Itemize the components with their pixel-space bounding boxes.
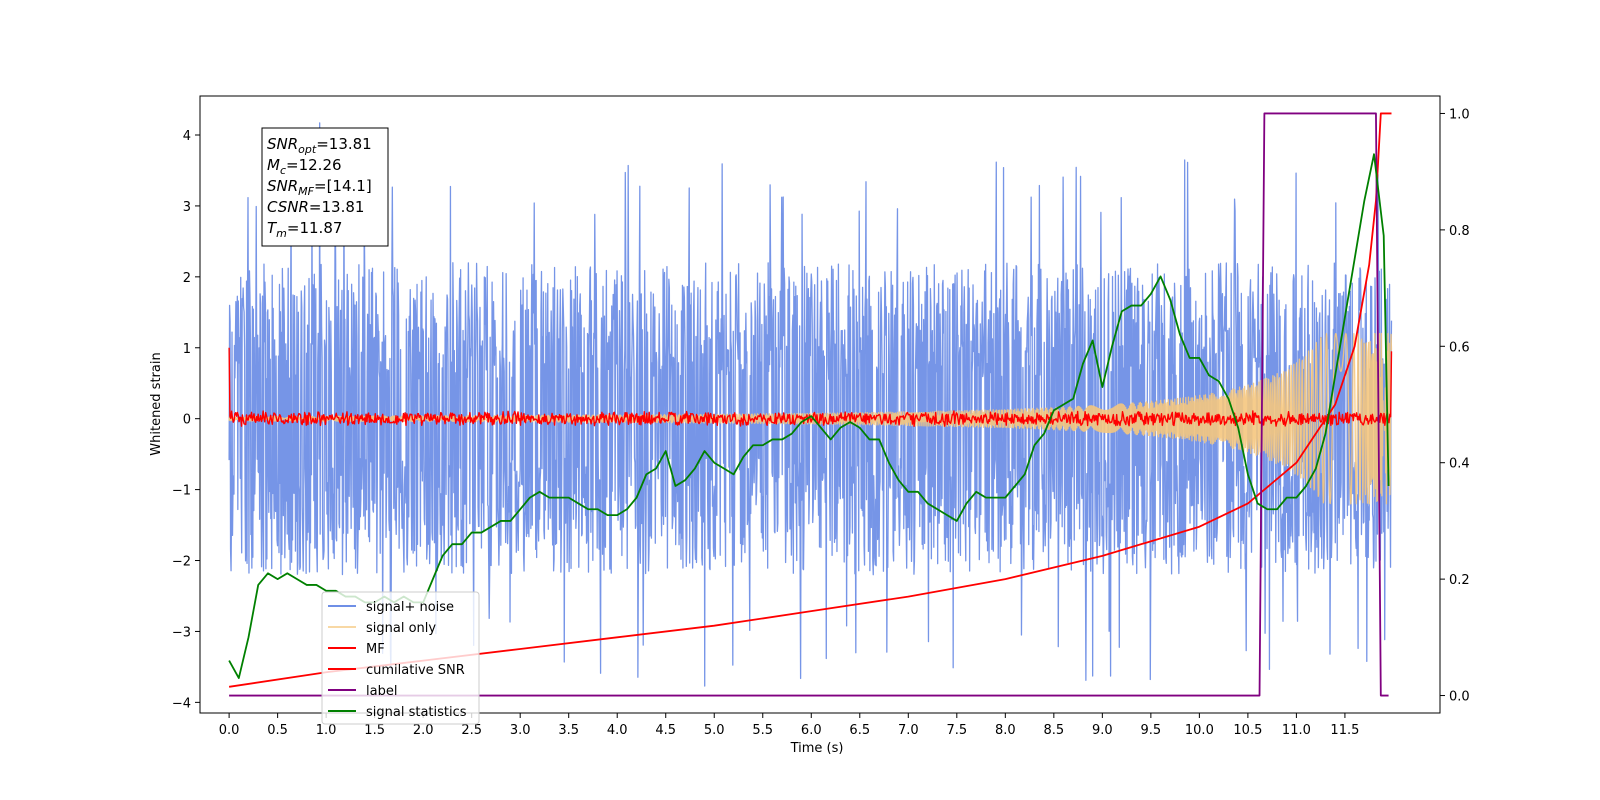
annotation-frame <box>261 127 389 247</box>
y2-tick-label: 0.2 <box>1449 573 1470 588</box>
annotation-line: SNRMF=[14.1] <box>267 177 372 198</box>
y-tick-label: −2 <box>172 555 191 570</box>
y-tick-label: 4 <box>183 129 191 144</box>
series-mf <box>228 347 1393 428</box>
y-tick-label: 2 <box>183 271 191 286</box>
x-tick-label: 9.0 <box>1092 723 1113 738</box>
annotation-symbol: T <box>267 219 278 237</box>
y2-tick-label: 0.0 <box>1449 690 1470 705</box>
annotation-value: =11.87 <box>287 219 343 237</box>
x-tick-label: 10.5 <box>1233 723 1262 738</box>
annotation-value: =12.26 <box>286 156 342 174</box>
x-tick-label: 6.5 <box>849 723 870 738</box>
x-tick-label: 7.5 <box>946 723 967 738</box>
plot-frame <box>199 95 1441 714</box>
x-tick-label: 6.0 <box>801 723 822 738</box>
x-tick-label: 3.5 <box>558 723 579 738</box>
x-tick-label: 0.0 <box>219 723 240 738</box>
x-tick-label: 4.5 <box>655 723 676 738</box>
y-tick-label: 3 <box>183 200 191 215</box>
x-axis-label: Time (s) <box>790 741 844 756</box>
legend-label: cumilative SNR <box>366 663 465 678</box>
annotation-line: Mc=12.26 <box>267 156 342 177</box>
x-tick-label: 11.5 <box>1330 723 1359 738</box>
annotation-subscript: MF <box>298 185 314 198</box>
y-tick-label: −3 <box>172 625 191 640</box>
annotation-subscript: m <box>276 227 287 240</box>
y-axis-label: Whitened strain <box>149 352 164 455</box>
y-axis-right: 1.0 0.8 0.6 0.4 0.2 0.0 <box>1440 107 1470 705</box>
x-tick-label: 10.0 <box>1185 723 1214 738</box>
annotation-subscript: opt <box>298 143 317 156</box>
x-tick-label: 2.0 <box>413 723 434 738</box>
annotation-symbol: SNR <box>267 177 298 195</box>
series-label <box>229 112 1389 697</box>
annotation-line: CSNR=13.81 <box>267 198 364 216</box>
x-tick-label: 8.0 <box>995 723 1016 738</box>
y-tick-label: −1 <box>172 484 191 499</box>
annotation-symbol: M <box>267 156 280 174</box>
legend-label: signal+ noise <box>366 600 454 615</box>
stats-annotation-box: SNRopt=13.81Mc=12.26SNRMF=[14.1]CSNR=13.… <box>261 127 389 247</box>
x-tick-label: 7.0 <box>898 723 919 738</box>
annotation-subscript: c <box>280 164 286 177</box>
annotation-line: Tm=11.87 <box>267 219 342 240</box>
legend-label: signal statistics <box>366 705 467 720</box>
legend-label: MF <box>366 642 385 657</box>
x-tick-label: 8.5 <box>1043 723 1064 738</box>
x-tick-label: 5.5 <box>752 723 773 738</box>
y2-tick-label: 0.8 <box>1449 224 1470 239</box>
y2-tick-label: 0.6 <box>1449 340 1470 355</box>
y2-tick-label: 0.4 <box>1449 457 1470 472</box>
annotation-symbol: CSNR <box>267 198 309 216</box>
annotation-value: =[14.1] <box>314 177 372 195</box>
y-tick-label: −4 <box>172 696 191 711</box>
x-tick-label: 0.5 <box>267 723 288 738</box>
legend-label: signal only <box>366 621 436 636</box>
y2-tick-label: 1.0 <box>1449 107 1470 122</box>
legend: signal+ noise signal only MF cumilative SNR… <box>321 591 480 725</box>
y-tick-label: 0 <box>183 413 191 428</box>
series-signal-plus-noise <box>228 122 1393 687</box>
annotation-value: =13.81 <box>316 135 372 153</box>
x-tick-label: 1.5 <box>364 723 385 738</box>
legend-frame <box>321 591 480 725</box>
x-tick-label: 2.5 <box>461 723 482 738</box>
x-tick-label: 4.0 <box>607 723 628 738</box>
x-axis: 0.0 0.5 1.0 1.5 2.0 2.5 3.0 3.5 4.0 4.5 5.0 5.5 6.0 6… <box>219 713 1359 738</box>
annotation-symbol: SNR <box>267 135 298 153</box>
x-tick-label: 3.0 <box>510 723 531 738</box>
annotation-line: SNRopt=13.81 <box>267 135 372 156</box>
x-tick-label: 5.0 <box>704 723 725 738</box>
x-tick-label: 11.0 <box>1282 723 1311 738</box>
legend-label: label <box>366 684 397 699</box>
x-tick-label: 9.5 <box>1141 723 1162 738</box>
y-axis-left: 4 3 2 1 0 −1 −2 −3 −4 <box>172 129 200 711</box>
annotation-value: =13.81 <box>309 198 365 216</box>
series-cumulative-snr <box>228 112 1392 688</box>
y-tick-label: 1 <box>183 342 191 357</box>
x-tick-label: 1.0 <box>316 723 337 738</box>
